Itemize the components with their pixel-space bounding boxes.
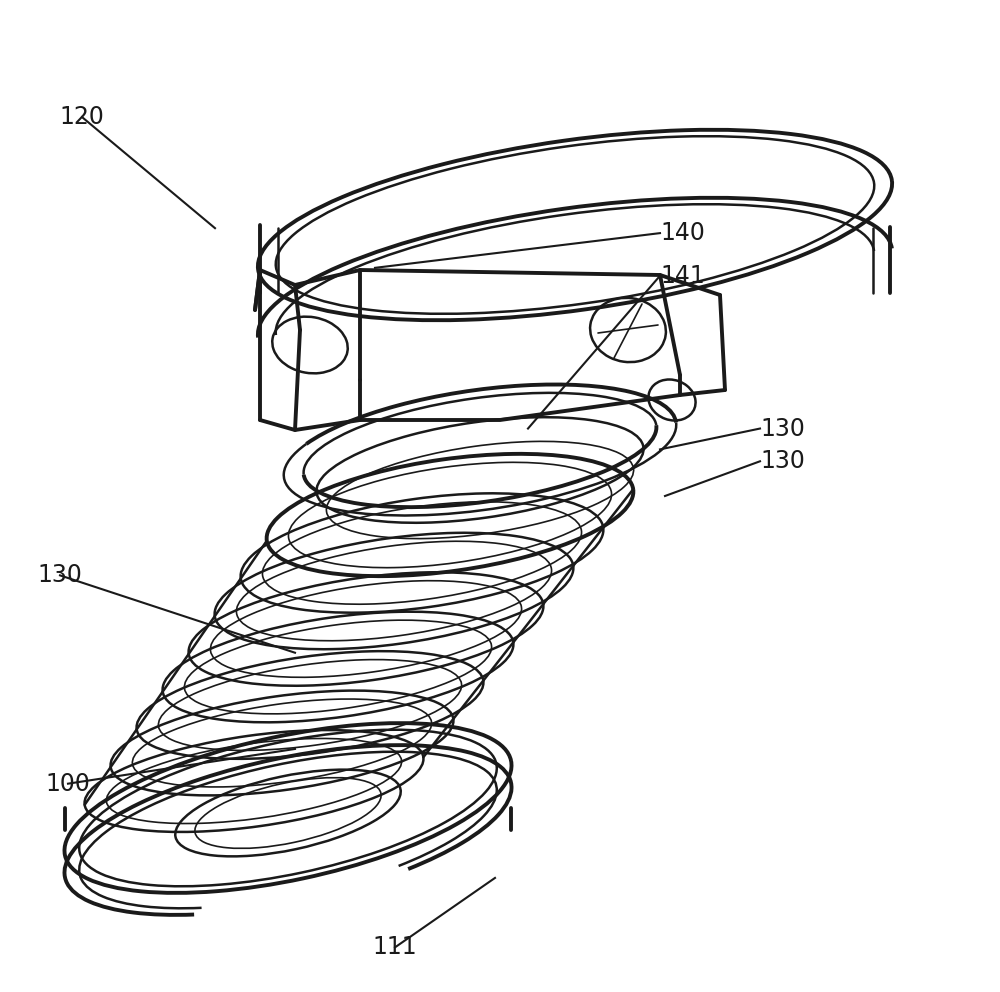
Text: 130: 130	[760, 449, 805, 473]
Text: 100: 100	[46, 772, 90, 796]
Text: 111: 111	[373, 935, 417, 959]
Text: 120: 120	[60, 105, 104, 129]
Text: 130: 130	[38, 563, 82, 587]
Text: 130: 130	[760, 417, 805, 440]
Text: 140: 140	[660, 221, 705, 245]
Text: 141: 141	[660, 264, 705, 288]
